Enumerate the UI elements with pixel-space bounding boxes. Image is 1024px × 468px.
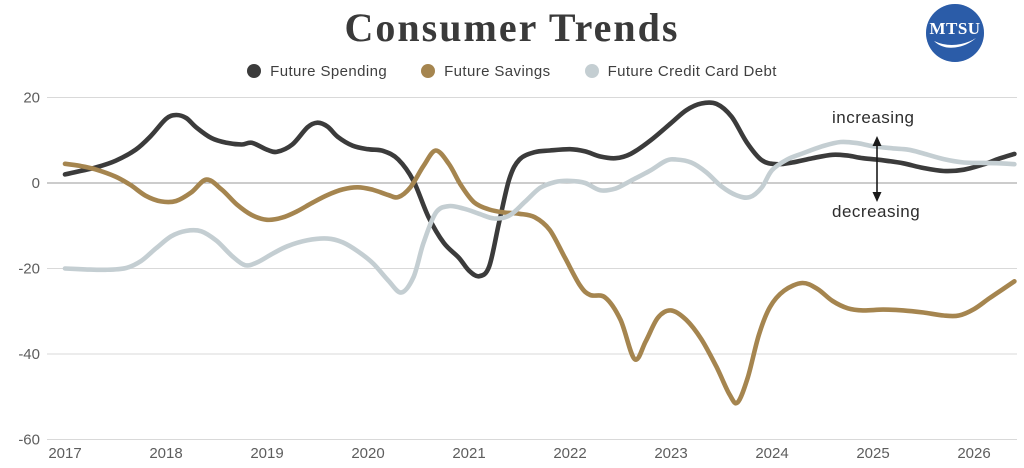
legend: Future Spending Future Savings Future Cred…	[0, 60, 1024, 82]
legend-item-future-spending: Future Spending	[247, 63, 387, 80]
x-tick-label: 2026	[957, 445, 990, 462]
x-tick-label: 2025	[856, 445, 889, 462]
annotation-increasing: increasing	[832, 108, 915, 127]
series-line-future-credit-card-debt	[62, 139, 1017, 295]
y-tick-label: -40	[18, 346, 40, 363]
series-line-future-savings	[62, 148, 1017, 406]
y-tick-label: -20	[18, 261, 40, 278]
x-tick-label: 2020	[351, 445, 384, 462]
mtsu-logo-text: MTSU	[929, 19, 981, 38]
legend-label: Future Credit Card Debt	[607, 62, 777, 80]
x-tick-label: 2022	[553, 445, 586, 462]
x-tick-label: 2019	[250, 445, 283, 462]
mtsu-logo: MTSU	[926, 4, 984, 62]
legend-item-future-savings: Future Savings	[421, 63, 550, 80]
x-tick-label: 2018	[149, 445, 182, 462]
legend-dot-icon	[247, 64, 262, 78]
annotation-decreasing: decreasing	[832, 202, 921, 221]
legend-item-future-credit-card-debt: Future Credit Card Debt	[584, 62, 777, 80]
x-tick-label: 2021	[452, 445, 485, 462]
x-tick-label: 2023	[654, 445, 687, 462]
x-tick-label: 2017	[48, 445, 81, 462]
chart-title: Consumer Trends	[344, 5, 680, 50]
y-tick-label: -60	[18, 432, 40, 449]
mtsu-swoosh-icon	[934, 38, 976, 48]
up-down-arrow-icon	[872, 136, 882, 202]
legend-dot-icon	[421, 64, 436, 78]
y-tick-label: 0	[32, 175, 40, 192]
legend-label: Future Savings	[444, 62, 551, 80]
legend-dot-icon	[584, 64, 599, 78]
legend-label: Future Spending	[270, 62, 388, 80]
y-tick-label: 20	[23, 89, 40, 106]
series-line-future-spending	[62, 100, 1017, 279]
x-tick-label: 2024	[755, 445, 788, 462]
